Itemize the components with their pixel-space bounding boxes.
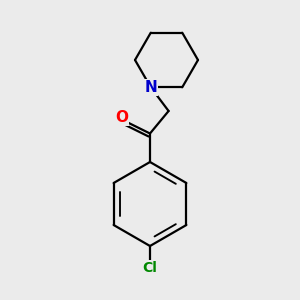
Text: O: O — [115, 110, 128, 125]
Text: Cl: Cl — [142, 262, 158, 275]
Text: N: N — [144, 80, 157, 95]
